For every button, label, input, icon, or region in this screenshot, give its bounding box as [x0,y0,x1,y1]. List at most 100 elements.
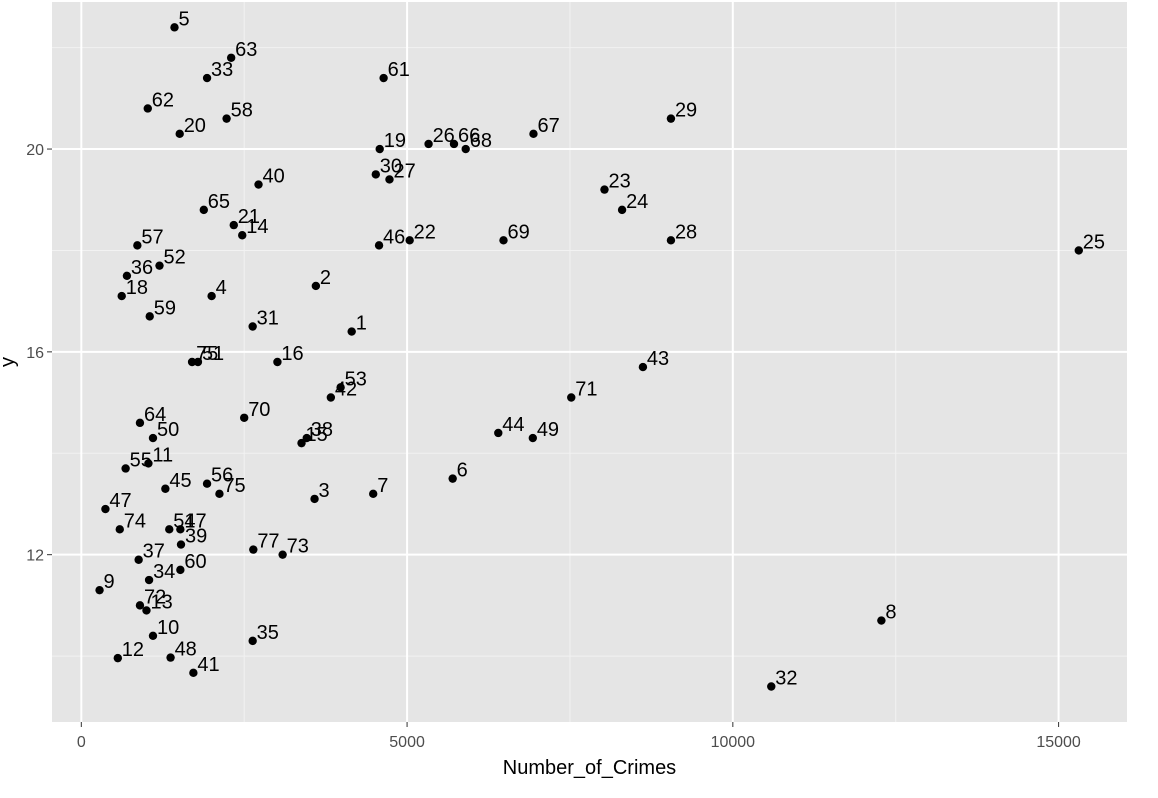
data-point-label: 37 [143,541,165,563]
minor-gridlines [52,2,1127,722]
data-point [148,631,158,641]
data-point-label: 20 [184,115,206,137]
data-point [368,489,378,499]
data-point-label: 32 [775,668,797,690]
data-point-label: 41 [197,654,219,676]
data-point-label: 68 [470,130,492,152]
data-point [176,565,185,575]
data-point [297,438,306,448]
plot-panel [52,2,1127,722]
data-point [248,636,257,646]
data-point-label: 21 [238,206,260,228]
data-point [385,175,394,184]
data-point-label: 53 [345,368,367,390]
data-point-label: 71 [575,378,597,400]
data-point [199,205,209,215]
data-point [101,504,110,514]
y-tick-label: 12 [26,548,44,565]
data-point-label: 29 [675,100,697,122]
x-axis: 0 5000 10000 15000 [77,722,1081,751]
data-point [176,525,185,534]
data-point [165,525,174,534]
data-point [499,236,508,245]
data-point-label: 60 [184,551,206,573]
data-point-label: 28 [675,221,697,243]
data-point [187,357,197,367]
data-point [311,281,321,291]
data-point [135,601,145,610]
data-point [202,73,212,83]
data-point [405,236,414,245]
data-point [336,383,345,392]
data-point-label: 73 [287,536,309,558]
x-axis-title: Number_of_Crimes [503,757,676,779]
data-point-label: 13 [150,591,172,613]
data-point [273,357,282,367]
data-point-label: 51 [173,510,195,532]
data-point-label: 36 [131,257,153,279]
data-point-label: 22 [414,221,436,243]
data-point [175,129,184,139]
data-point-label: 18 [126,277,148,299]
data-point [170,23,179,32]
data-point [176,540,186,549]
data-point [215,489,224,499]
data-point-label: 34 [153,561,175,583]
data-point-label: 70 [248,399,270,421]
data-point-label: 8 [885,602,896,624]
major-gridlines [52,2,1127,722]
data-point [122,271,132,281]
data-point-label: 16 [281,343,303,365]
data-point [375,144,384,154]
data-point-label: 67 [537,115,559,137]
data-point [189,668,198,678]
data-point [95,585,104,595]
data-point [278,550,287,559]
data-point-label: 72 [144,586,166,608]
x-tick-label: 15000 [1036,734,1081,751]
data-point [666,236,676,245]
data-point [166,653,175,662]
data-point [144,575,154,585]
data-point-label: 77 [257,531,279,553]
data-point-label: 75 [196,343,218,365]
data-point [461,144,470,154]
data-point [310,494,319,504]
data-point [229,220,238,230]
x-tick-label: 0 [77,734,86,751]
data-point-label: 49 [537,419,559,441]
data-point-label: 35 [257,622,279,644]
data-point [567,393,576,402]
data-point-label: 40 [263,166,285,188]
data-point-label: 31 [257,308,279,330]
data-point [117,291,126,301]
data-point-label: 7 [377,475,388,497]
data-point-label: 55 [130,449,152,471]
data-point-label: 6 [457,460,468,482]
data-point [379,73,388,83]
data-point [449,139,459,149]
data-point-label: 24 [626,191,648,213]
data-point [238,231,247,240]
data-point [249,545,258,554]
data-point-label: 39 [185,526,207,548]
data-point [135,418,145,428]
data-points [95,23,1083,691]
data-point [155,261,164,270]
data-point-label: 47 [109,490,131,512]
data-point [144,459,153,468]
data-point [248,322,257,331]
data-point [374,241,384,250]
data-point-label: 19 [384,130,406,152]
data-point-label: 74 [124,510,146,532]
data-point-label: 75 [223,475,245,497]
data-point-label: 38 [311,419,333,441]
data-point-label: 23 [608,171,630,193]
data-point-label: 66 [458,125,480,147]
data-point-label: 5 [178,8,189,30]
data-point [133,241,142,250]
data-point [148,433,158,443]
data-point [142,606,151,615]
data-point [113,653,123,663]
data-point-label: 64 [144,404,166,426]
